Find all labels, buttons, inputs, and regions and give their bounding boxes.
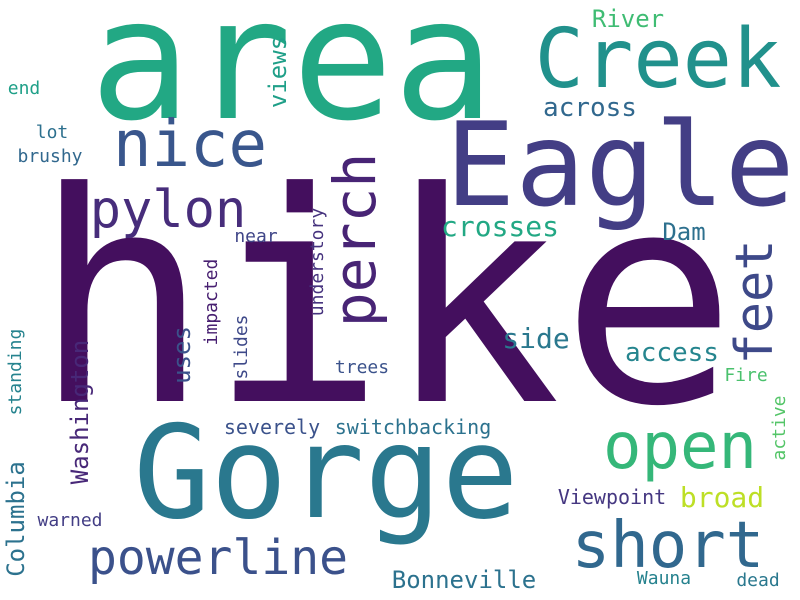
- word-columbia: Columbia: [2, 461, 30, 577]
- word-access: access: [625, 338, 719, 368]
- word-eagle: Eagle: [445, 98, 795, 233]
- word-slides: slides: [231, 314, 252, 380]
- word-broad: broad: [679, 481, 765, 514]
- word-feet: feet: [725, 239, 785, 365]
- word-dam: Dam: [662, 218, 706, 246]
- word-crosses: crosses: [440, 210, 560, 243]
- word-gorge: Gorge: [133, 399, 519, 548]
- word-river: River: [591, 5, 665, 33]
- word-fire: Fire: [724, 365, 768, 386]
- word-nice: nice: [112, 108, 268, 182]
- word-end: end: [7, 78, 41, 99]
- word-area: area: [89, 0, 495, 158]
- word-hike: hike: [33, 130, 737, 470]
- word-uses: uses: [168, 326, 196, 384]
- word-severely: severely: [223, 415, 321, 439]
- word-understory: understory: [307, 207, 328, 317]
- word-powerline: powerline: [87, 530, 349, 586]
- word-trees: trees: [334, 357, 390, 378]
- word-standing: standing: [5, 328, 26, 416]
- word-impacted: impacted: [201, 258, 222, 346]
- word-lot: lot: [35, 122, 69, 143]
- word-across: across: [543, 93, 637, 123]
- word-bonneville: Bonneville: [391, 566, 537, 594]
- word-warned: warned: [37, 510, 103, 531]
- word-views: views: [264, 35, 292, 109]
- word-side: side: [502, 322, 570, 355]
- word-near: near: [234, 226, 278, 247]
- word-washington: Washington: [66, 339, 94, 485]
- word-active: active: [769, 395, 790, 461]
- word-perch: perch: [321, 152, 389, 328]
- word-wauna: Wauna: [636, 568, 692, 589]
- word-open: open: [602, 410, 758, 484]
- word-dead: dead: [736, 570, 780, 591]
- word-pylon: pylon: [89, 180, 247, 240]
- word-switchbacking: switchbacking: [334, 415, 492, 439]
- word-brushy: brushy: [17, 146, 83, 167]
- word-viewpoint: Viewpoint: [557, 485, 667, 509]
- word-creek: Creek: [534, 12, 782, 107]
- word-short: short: [571, 509, 765, 583]
